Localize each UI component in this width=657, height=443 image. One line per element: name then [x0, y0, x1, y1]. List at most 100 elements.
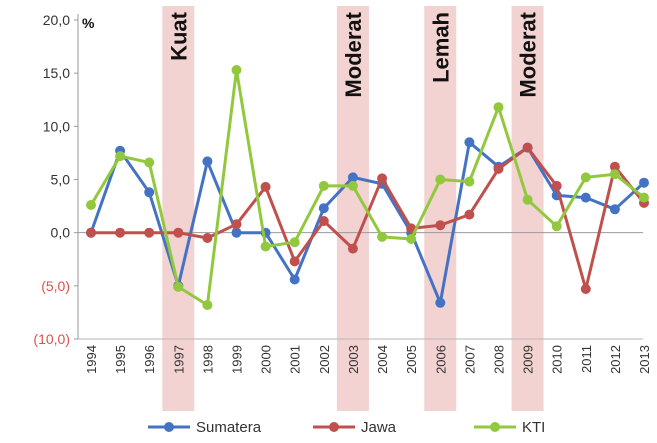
data-point-jawa-2006 — [435, 220, 446, 231]
data-point-jawa-2009 — [522, 142, 533, 153]
y-tick-label: (10,0) — [33, 331, 70, 347]
legend-label-kti: KTI — [522, 419, 545, 436]
legend-label-jawa: Jawa — [361, 419, 397, 436]
legend: Sumatera Jawa KTI — [148, 419, 545, 436]
data-point-sumatera-1999 — [231, 227, 242, 238]
x-tick-label-2013: 2013 — [637, 345, 652, 374]
y-tick-label: 5,0 — [51, 172, 71, 188]
data-point-kti-2002 — [318, 180, 329, 191]
data-point-kti-2008 — [493, 102, 504, 113]
legend-marker-sumatera — [164, 422, 174, 432]
series-kti — [86, 65, 649, 310]
x-tick-label-2010: 2010 — [550, 345, 565, 374]
x-tick-label-2012: 2012 — [608, 345, 623, 374]
y-tick-label: 20,0 — [43, 12, 70, 28]
series-sumatera — [86, 137, 649, 308]
x-tick-label-2011: 2011 — [579, 345, 594, 373]
data-point-sumatera-2003 — [347, 172, 358, 183]
data-point-jawa-2004 — [377, 173, 388, 184]
y-tick-label: 0,0 — [51, 225, 71, 241]
y-unit-label: % — [82, 15, 95, 31]
data-point-sumatera-2013 — [639, 177, 649, 188]
legend-marker-kti — [490, 422, 500, 432]
data-point-jawa-2002 — [318, 216, 329, 226]
highlight-band-labels: Kuat Moderat Lemah Moderat — [166, 11, 540, 97]
data-point-kti-2010 — [551, 221, 562, 232]
data-point-sumatera-2001 — [289, 274, 300, 285]
highlight-band-1997 — [162, 6, 195, 411]
x-tick-label-2000: 2000 — [259, 345, 274, 374]
data-point-jawa-1996 — [144, 227, 155, 238]
data-point-jawa-2000 — [260, 181, 271, 192]
data-point-jawa-2001 — [289, 256, 300, 267]
legend-label-sumatera: Sumatera — [196, 419, 262, 436]
y-tick-labels: 20,0 15,0 10,0 5,0 0,0 (5,0) (10,0) — [33, 12, 78, 347]
data-point-sumatera-2002 — [318, 203, 329, 214]
data-point-kti-2000 — [260, 241, 271, 252]
data-point-jawa-2011 — [580, 284, 591, 294]
data-point-jawa-1997 — [173, 227, 184, 238]
data-point-kti-2009 — [522, 194, 533, 205]
x-tick-label-1999: 1999 — [230, 345, 245, 374]
data-point-kti-2006 — [435, 174, 446, 185]
data-point-kti-2013 — [639, 192, 649, 203]
data-point-jawa-2010 — [551, 180, 562, 191]
band-label-1997: Kuat — [166, 11, 191, 61]
data-point-sumatera-2006 — [435, 297, 446, 308]
x-tick-label-2002: 2002 — [317, 345, 332, 374]
x-tick-label-2001: 2001 — [288, 345, 303, 374]
y-tick-label: 10,0 — [43, 118, 70, 134]
band-label-2006: Lemah — [428, 12, 453, 83]
x-tick-label-1995: 1995 — [113, 345, 128, 374]
x-tick-label-1994: 1994 — [84, 345, 99, 374]
data-point-kti-2003 — [347, 180, 358, 191]
data-point-kti-2007 — [464, 176, 475, 187]
data-point-kti-1996 — [144, 157, 155, 168]
x-tick-label-2003: 2003 — [346, 345, 361, 374]
x-tick-label-1997: 1997 — [171, 345, 186, 374]
x-tick-label-1996: 1996 — [142, 345, 157, 374]
data-point-sumatera-2011 — [580, 192, 591, 203]
data-point-kti-2004 — [377, 231, 388, 242]
data-point-jawa-2008 — [493, 163, 504, 174]
data-point-jawa-2012 — [609, 161, 620, 172]
x-tick-label-2007: 2007 — [462, 345, 477, 374]
data-point-jawa-1995 — [115, 227, 126, 238]
legend-marker-jawa — [329, 422, 339, 432]
x-tick-label-2008: 2008 — [491, 345, 506, 374]
band-label-2003: Moderat — [341, 11, 366, 97]
data-point-sumatera-1996 — [144, 187, 155, 198]
data-point-kti-1997 — [173, 281, 184, 292]
data-point-jawa-1994 — [86, 227, 96, 238]
x-tick-label-1998: 1998 — [200, 345, 215, 374]
x-tick-label-2004: 2004 — [375, 345, 390, 374]
data-point-jawa-2003 — [347, 243, 358, 254]
data-point-kti-2011 — [580, 172, 591, 183]
data-point-kti-1994 — [86, 200, 96, 210]
y-tick-label: 15,0 — [43, 65, 70, 81]
data-point-sumatera-1998 — [202, 156, 213, 167]
data-point-sumatera-2007 — [464, 137, 475, 148]
x-tick-label-2009: 2009 — [521, 345, 536, 374]
y-tick-label: (5,0) — [41, 278, 70, 294]
data-point-sumatera-2012 — [609, 204, 620, 215]
highlight-band-2006 — [424, 6, 457, 411]
data-point-kti-2001 — [289, 237, 300, 248]
data-point-kti-2005 — [406, 234, 417, 244]
x-tick-label-2006: 2006 — [433, 345, 448, 374]
highlight-band-2003 — [336, 6, 369, 411]
x-tick-labels: 1994 1995 1996 1997 1998 1999 2000 2001 2002 2003… — [84, 345, 652, 374]
series-line-sumatera — [89, 140, 646, 305]
series-lines — [86, 65, 649, 310]
series-line-kti — [89, 68, 646, 307]
data-point-kti-1998 — [202, 300, 213, 310]
data-point-jawa-2007 — [464, 209, 475, 220]
data-point-kti-2012 — [609, 169, 620, 180]
band-label-2009: Moderat — [516, 11, 541, 97]
data-point-jawa-1999 — [231, 219, 242, 230]
highlight-bands — [162, 6, 544, 411]
x-tick-label-2005: 2005 — [404, 345, 419, 374]
data-point-kti-1999 — [231, 65, 242, 75]
data-point-jawa-1998 — [202, 233, 213, 243]
